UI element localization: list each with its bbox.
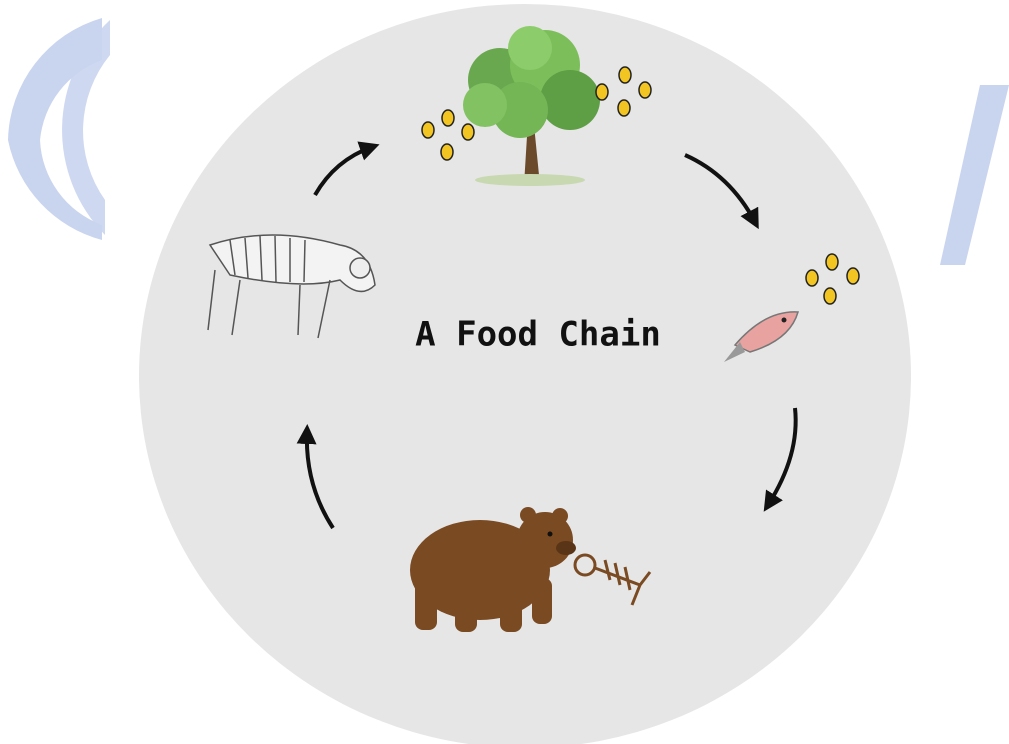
- diagram-title: A Food Chain: [415, 315, 661, 355]
- diagram: A Food Chain: [0, 0, 1009, 744]
- page: Food chain diagram {"title": "A Food Cha…: [0, 0, 1009, 744]
- body: A Food Chain (() => { const data = JSON.…: [0, 0, 1009, 744]
